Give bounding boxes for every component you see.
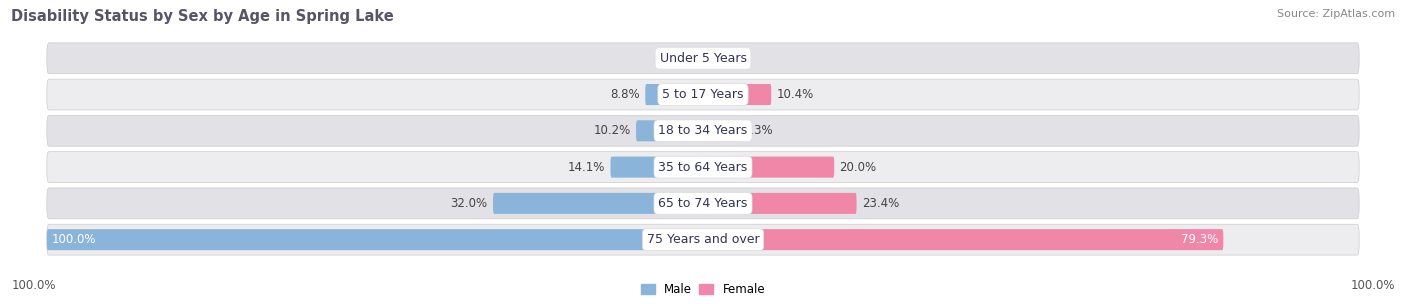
FancyBboxPatch shape: [703, 193, 856, 214]
FancyBboxPatch shape: [636, 120, 703, 141]
Text: 14.1%: 14.1%: [568, 161, 605, 174]
Text: 79.3%: 79.3%: [1181, 233, 1219, 246]
FancyBboxPatch shape: [46, 188, 1360, 219]
Legend: Male, Female: Male, Female: [641, 283, 765, 296]
Text: 8.8%: 8.8%: [610, 88, 640, 101]
Text: Source: ZipAtlas.com: Source: ZipAtlas.com: [1277, 9, 1395, 19]
FancyBboxPatch shape: [703, 84, 772, 105]
Text: 100.0%: 100.0%: [11, 279, 56, 292]
FancyBboxPatch shape: [46, 152, 1360, 182]
FancyBboxPatch shape: [46, 43, 1360, 74]
FancyBboxPatch shape: [703, 229, 1223, 250]
Text: 10.4%: 10.4%: [776, 88, 814, 101]
Text: 23.4%: 23.4%: [862, 197, 898, 210]
FancyBboxPatch shape: [645, 84, 703, 105]
Text: 35 to 64 Years: 35 to 64 Years: [658, 161, 748, 174]
FancyBboxPatch shape: [46, 224, 1360, 255]
Text: 20.0%: 20.0%: [839, 161, 876, 174]
FancyBboxPatch shape: [46, 79, 1360, 110]
Text: Under 5 Years: Under 5 Years: [659, 52, 747, 65]
Text: 0.0%: 0.0%: [709, 52, 738, 65]
FancyBboxPatch shape: [610, 157, 703, 178]
FancyBboxPatch shape: [46, 229, 703, 250]
FancyBboxPatch shape: [703, 120, 738, 141]
FancyBboxPatch shape: [494, 193, 703, 214]
Text: 10.2%: 10.2%: [593, 124, 631, 137]
Text: 75 Years and over: 75 Years and over: [647, 233, 759, 246]
Text: 5 to 17 Years: 5 to 17 Years: [662, 88, 744, 101]
Text: 0.0%: 0.0%: [668, 52, 697, 65]
Text: 18 to 34 Years: 18 to 34 Years: [658, 124, 748, 137]
Text: 32.0%: 32.0%: [451, 197, 488, 210]
Text: Disability Status by Sex by Age in Spring Lake: Disability Status by Sex by Age in Sprin…: [11, 9, 394, 24]
FancyBboxPatch shape: [46, 116, 1360, 146]
FancyBboxPatch shape: [703, 157, 834, 178]
Text: 100.0%: 100.0%: [1350, 279, 1395, 292]
Text: 5.3%: 5.3%: [742, 124, 773, 137]
Text: 65 to 74 Years: 65 to 74 Years: [658, 197, 748, 210]
Text: 100.0%: 100.0%: [52, 233, 96, 246]
